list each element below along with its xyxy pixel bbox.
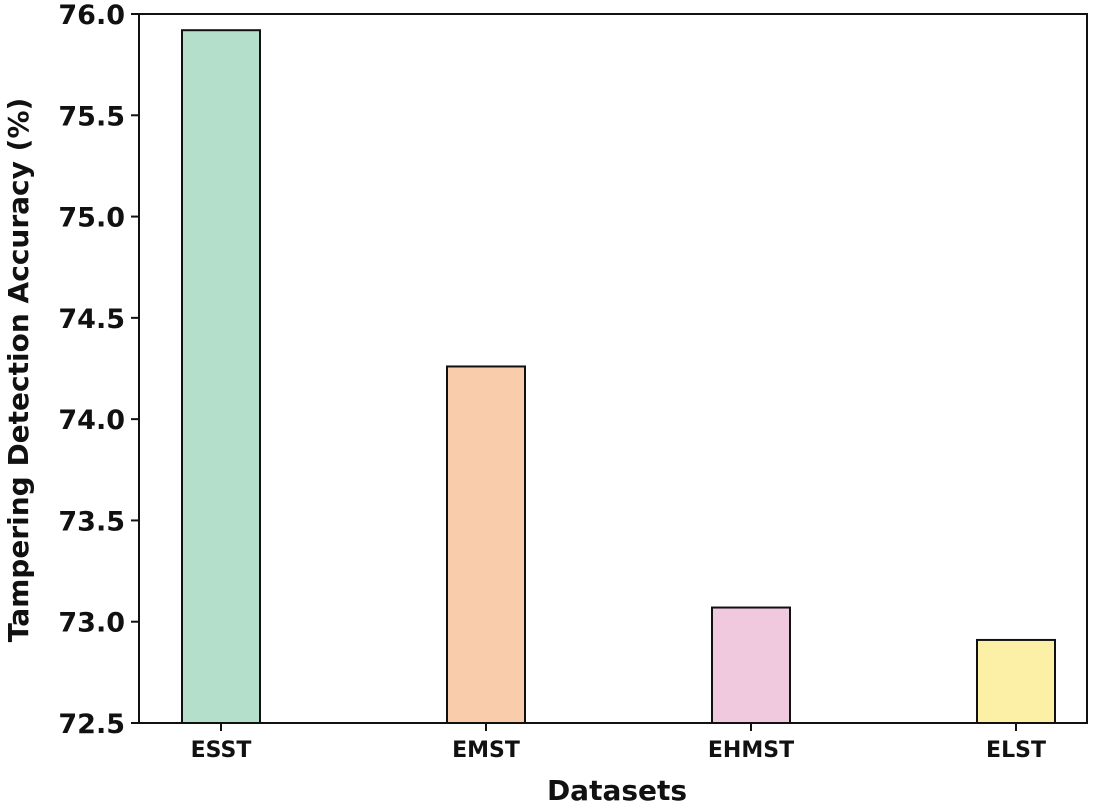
bar-ehmst xyxy=(711,606,791,725)
bar-esst xyxy=(181,29,261,725)
x-tick-label: EMST xyxy=(452,738,520,763)
y-tick-label: 73.0 xyxy=(58,608,125,639)
x-axis: ESST EMST EHMST ELST xyxy=(191,723,1046,763)
bars-group xyxy=(181,29,1056,725)
plot-background xyxy=(139,14,1087,723)
y-tick-label: 74.0 xyxy=(58,405,125,436)
y-tick-label: 72.5 xyxy=(58,709,125,740)
bar-emst xyxy=(446,365,526,724)
y-tick-label: 73.5 xyxy=(58,506,125,537)
y-tick-label: 74.5 xyxy=(58,304,125,335)
x-axis-title: Datasets xyxy=(547,774,687,804)
bar-elst xyxy=(976,638,1056,725)
y-tick-label: 76.0 xyxy=(58,0,125,31)
x-tick-label: ELST xyxy=(986,738,1046,763)
y-axis: 72.5 73.0 73.5 74.0 74.5 75.0 75.5 76.0 xyxy=(58,0,139,740)
y-tick-label: 75.0 xyxy=(58,203,125,234)
x-tick-label: EHMST xyxy=(708,738,794,763)
y-axis-title: Tampering Detection Accuracy (%) xyxy=(2,98,35,643)
x-tick-label: ESST xyxy=(191,738,252,763)
y-tick-label: 75.5 xyxy=(58,101,125,132)
plot-frame xyxy=(138,13,1088,724)
